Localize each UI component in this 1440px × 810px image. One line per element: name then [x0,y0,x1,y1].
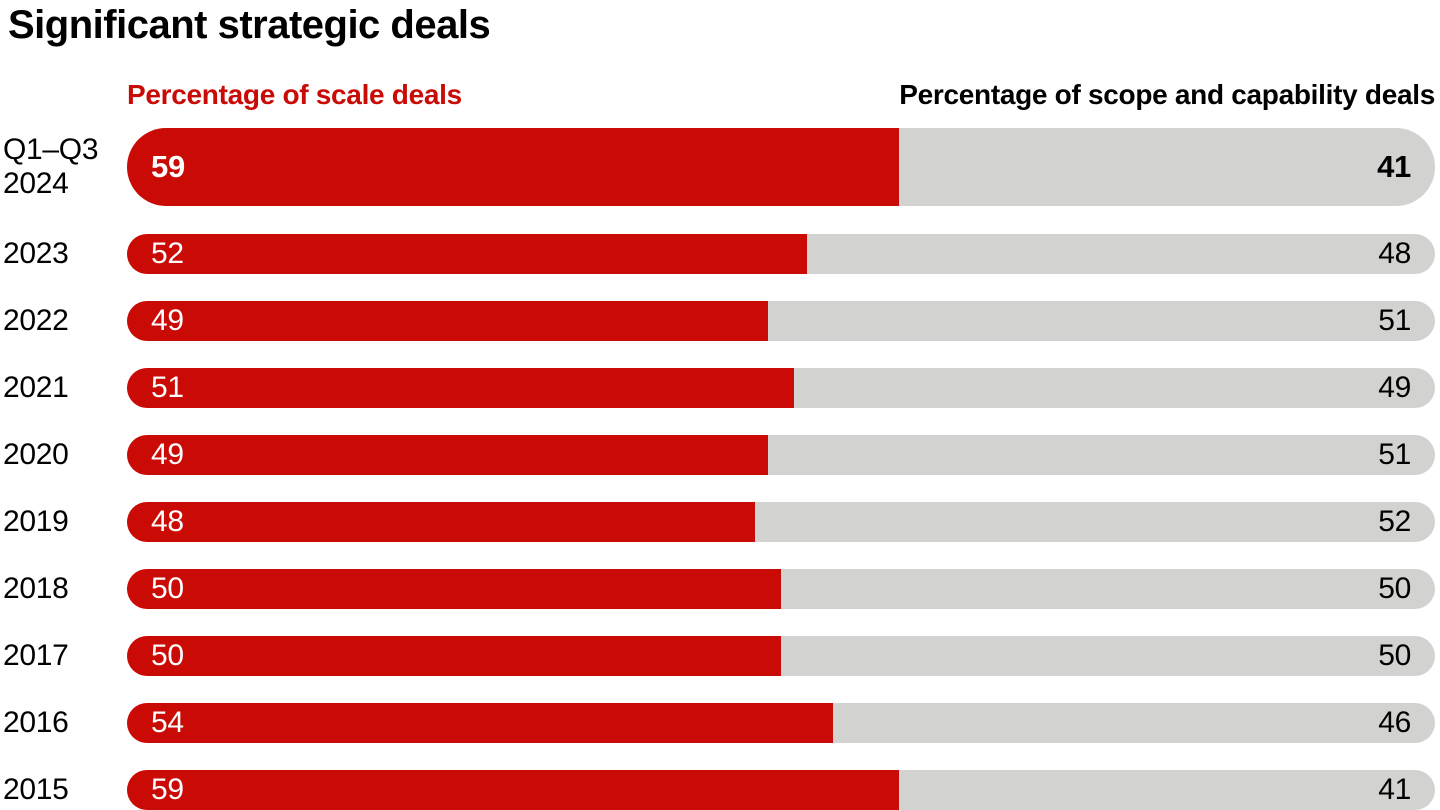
row-year-label: 2020 [3,438,69,471]
row-year-label: 2016 [3,706,69,739]
scale-deals-value: 50 [151,572,184,605]
scope-deals-segment: 52 [754,502,1435,542]
scale-deals-value: 54 [151,706,184,739]
chart-row: 2022 49 51 [0,301,1440,341]
scope-deals-value: 46 [1378,706,1411,739]
row-year-label: Q1–Q3 2024 [3,133,99,200]
chart-row: 2015 59 41 [0,770,1440,810]
scale-deals-segment: 49 [127,435,768,475]
legend-scale-deals-label: Percentage of scale deals [127,79,462,110]
bar-track: 54 46 [127,703,1435,743]
scale-deals-value: 49 [151,438,184,471]
row-year-label: 2019 [3,505,69,538]
bar-track: 48 52 [127,502,1435,542]
scope-deals-segment: 51 [767,301,1435,341]
chart-row: 2018 50 50 [0,569,1440,609]
scale-deals-value: 50 [151,639,184,672]
scale-deals-value: 59 [151,773,184,806]
scope-deals-segment: 50 [781,569,1435,609]
scale-deals-value: 52 [151,237,184,270]
bar-track: 50 50 [127,636,1435,676]
scope-deals-segment: 49 [794,368,1435,408]
scale-deals-value: 49 [151,304,184,337]
scope-deals-value: 49 [1378,371,1411,404]
legend-scope-deals-label: Percentage of scope and capability deals [899,79,1435,110]
scale-deals-segment: 59 [127,770,899,810]
scale-deals-segment: 59 [127,128,899,206]
scope-deals-value: 50 [1378,572,1411,605]
scope-deals-value: 52 [1378,505,1411,538]
scale-deals-segment: 49 [127,301,768,341]
scope-deals-segment: 41 [898,770,1435,810]
chart-row: 2016 54 46 [0,703,1440,743]
scale-deals-segment: 51 [127,368,795,408]
row-year-label: 2018 [3,572,69,605]
bar-track: 59 41 [127,770,1435,810]
scope-deals-value: 50 [1378,639,1411,672]
row-year-label: 2022 [3,304,69,337]
scope-deals-value: 48 [1378,237,1411,270]
scale-deals-value: 51 [151,371,184,404]
chart-title: Significant strategic deals [8,3,491,47]
stacked-bar-chart: Q1–Q3 2024 59 41 2023 52 48 2022 49 [0,128,1440,810]
bar-track: 49 51 [127,435,1435,475]
row-year-label: 2021 [3,371,69,404]
bar-track: 49 51 [127,301,1435,341]
scale-deals-segment: 50 [127,569,781,609]
chart-row: 2021 51 49 [0,368,1440,408]
bar-track: 51 49 [127,368,1435,408]
scale-deals-value: 48 [151,505,184,538]
scale-deals-segment: 52 [127,234,808,274]
scope-deals-segment: 41 [898,128,1435,206]
row-year-label: 2015 [3,773,69,806]
scope-deals-value: 41 [1377,149,1411,184]
scale-deals-value: 59 [151,149,185,184]
scope-deals-segment: 46 [833,703,1435,743]
scope-deals-segment: 48 [807,234,1435,274]
chart-row: 2020 49 51 [0,435,1440,475]
chart-row: 2019 48 52 [0,502,1440,542]
row-year-label: 2017 [3,639,69,672]
scale-deals-segment: 48 [127,502,755,542]
scope-deals-segment: 50 [781,636,1435,676]
scope-deals-segment: 51 [767,435,1435,475]
scale-deals-segment: 50 [127,636,781,676]
chart-row: 2017 50 50 [0,636,1440,676]
bar-track: 50 50 [127,569,1435,609]
row-year-label: 2023 [3,237,69,270]
scope-deals-value: 51 [1378,304,1411,337]
scale-deals-segment: 54 [127,703,834,743]
scope-deals-value: 41 [1378,773,1411,806]
chart-row: 2023 52 48 [0,234,1440,274]
scope-deals-value: 51 [1378,438,1411,471]
chart-row: Q1–Q3 2024 59 41 [0,128,1440,206]
bar-track: 52 48 [127,234,1435,274]
legend: Percentage of scale deals Percentage of … [127,78,1435,112]
bar-track: 59 41 [127,128,1435,206]
